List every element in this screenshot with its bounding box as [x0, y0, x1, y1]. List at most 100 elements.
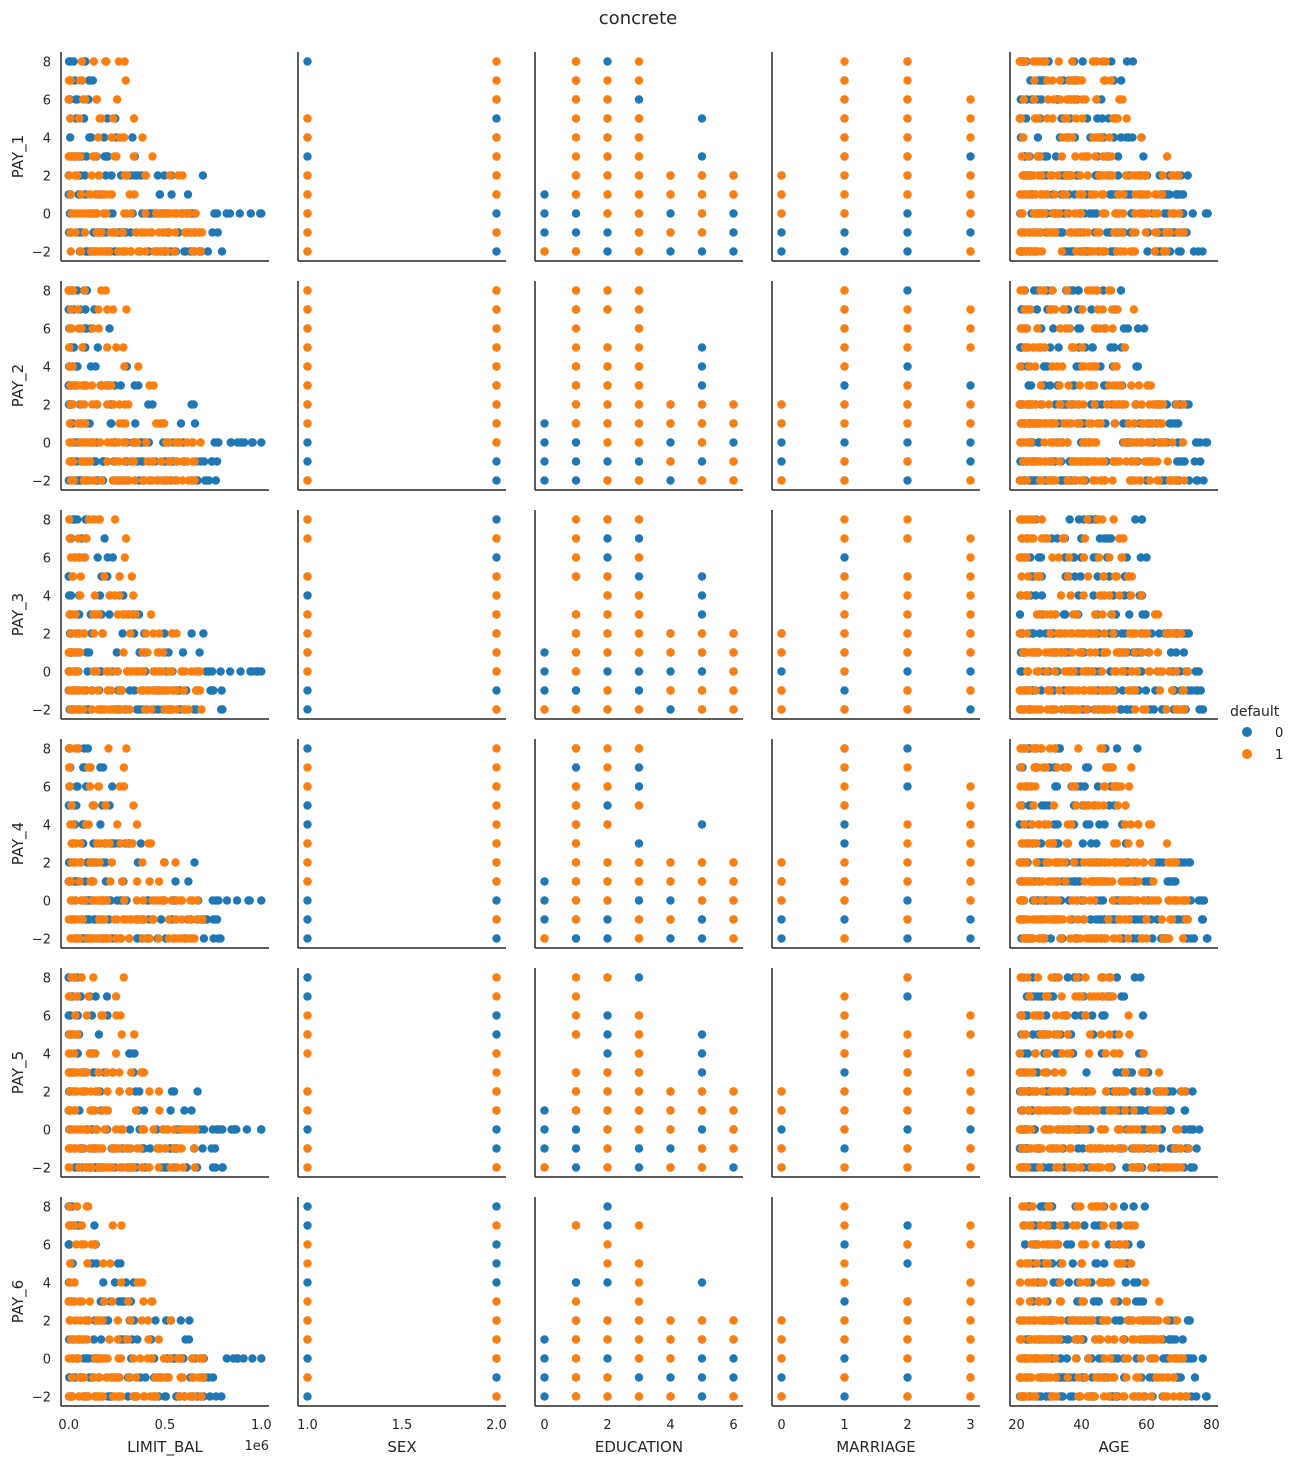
point [1088, 686, 1096, 694]
point [1028, 820, 1036, 828]
point [1048, 286, 1056, 294]
point [1120, 438, 1128, 446]
point [127, 1068, 135, 1076]
point [635, 1049, 643, 1057]
point [196, 667, 204, 675]
point [233, 896, 241, 904]
point [198, 1144, 206, 1152]
point [1177, 629, 1185, 637]
point [303, 343, 311, 351]
point [1192, 667, 1200, 675]
point [966, 1144, 974, 1152]
point [109, 476, 117, 484]
point [130, 152, 138, 160]
point [137, 839, 145, 847]
point [115, 572, 123, 580]
point [152, 896, 160, 904]
point [1189, 209, 1197, 217]
point [777, 190, 785, 198]
point [303, 629, 311, 637]
point [1157, 400, 1165, 408]
point [1088, 209, 1096, 217]
point [1163, 152, 1171, 160]
point [196, 686, 204, 694]
point [120, 362, 128, 370]
point [1037, 934, 1045, 942]
point [1040, 438, 1048, 446]
point [148, 152, 156, 160]
point [85, 515, 93, 523]
point [603, 1068, 611, 1076]
point [1032, 591, 1040, 599]
point [1091, 705, 1099, 713]
point [666, 915, 674, 923]
point [572, 152, 580, 160]
point [966, 858, 974, 866]
point [303, 190, 311, 198]
point [840, 915, 848, 923]
point [1017, 763, 1025, 771]
point [167, 705, 175, 713]
point [603, 247, 611, 255]
point [99, 629, 107, 637]
point [1143, 247, 1151, 255]
point [112, 934, 120, 942]
point [666, 228, 674, 236]
point [903, 763, 911, 771]
point [840, 324, 848, 332]
point [603, 782, 611, 790]
point [118, 1030, 126, 1038]
point [1151, 190, 1159, 198]
point [303, 171, 311, 179]
point [903, 381, 911, 389]
point [903, 1068, 911, 1076]
point [1028, 934, 1036, 942]
point [1055, 57, 1063, 65]
point [1199, 476, 1207, 484]
point [492, 515, 500, 523]
point [572, 247, 580, 255]
point [1063, 286, 1071, 294]
point [635, 648, 643, 656]
point [635, 381, 643, 389]
point [98, 190, 106, 198]
point [1111, 572, 1119, 580]
point [303, 1087, 311, 1095]
point [124, 400, 132, 408]
point [1184, 667, 1192, 675]
point [68, 324, 76, 332]
point [540, 1144, 548, 1152]
point [1017, 324, 1025, 332]
point [1079, 839, 1087, 847]
point [492, 171, 500, 179]
point [966, 114, 974, 122]
y-tick-label: 4 [43, 590, 51, 605]
point [729, 400, 737, 408]
point [1140, 324, 1148, 332]
point [97, 114, 105, 122]
point [1090, 362, 1098, 370]
point [76, 591, 84, 599]
point [635, 591, 643, 599]
point [1038, 915, 1046, 923]
point [492, 190, 500, 198]
point [79, 95, 87, 103]
point [69, 839, 77, 847]
point [162, 438, 170, 446]
point [1054, 343, 1062, 351]
point [966, 534, 974, 542]
point [96, 763, 104, 771]
point [66, 1087, 74, 1095]
point [966, 572, 974, 580]
point [966, 782, 974, 790]
point [71, 1011, 79, 1019]
point [492, 877, 500, 885]
point [133, 896, 141, 904]
point [1023, 667, 1031, 675]
point [78, 76, 86, 84]
point [1110, 705, 1118, 713]
panel-PAY_4-SEX [298, 739, 506, 948]
point [1063, 209, 1071, 217]
point [572, 572, 580, 580]
point [131, 476, 139, 484]
